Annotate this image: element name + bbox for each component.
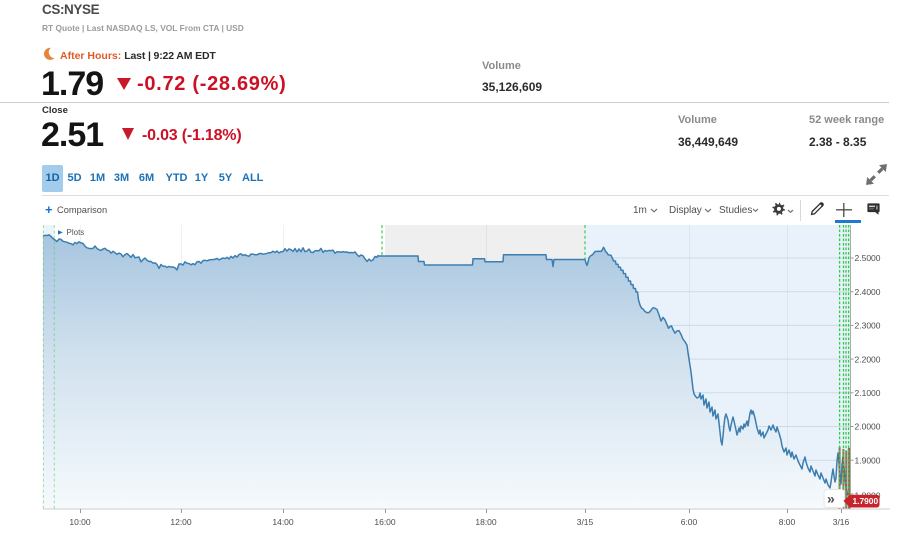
svg-text:2.3000: 2.3000 [855,321,881,331]
svg-text:»: » [827,491,835,507]
svg-text:1.9000: 1.9000 [855,455,881,465]
svg-text:14:00: 14:00 [272,517,294,527]
svg-text:1.7900: 1.7900 [853,496,879,506]
svg-text:2.2000: 2.2000 [855,354,881,364]
svg-text:3/16: 3/16 [833,517,850,527]
svg-text:2.5000: 2.5000 [855,253,881,263]
svg-text:18:00: 18:00 [475,517,497,527]
svg-text:8:00: 8:00 [779,517,796,527]
svg-text:12:00: 12:00 [170,517,192,527]
svg-text:2.1000: 2.1000 [855,388,881,398]
svg-text:16:00: 16:00 [374,517,396,527]
svg-text:2.4000: 2.4000 [855,287,881,297]
svg-text:Plots: Plots [67,228,85,237]
svg-text:2.0000: 2.0000 [855,422,881,432]
svg-text:6:00: 6:00 [681,517,698,527]
svg-text:3/15: 3/15 [577,517,594,527]
svg-text:10:00: 10:00 [69,517,91,527]
